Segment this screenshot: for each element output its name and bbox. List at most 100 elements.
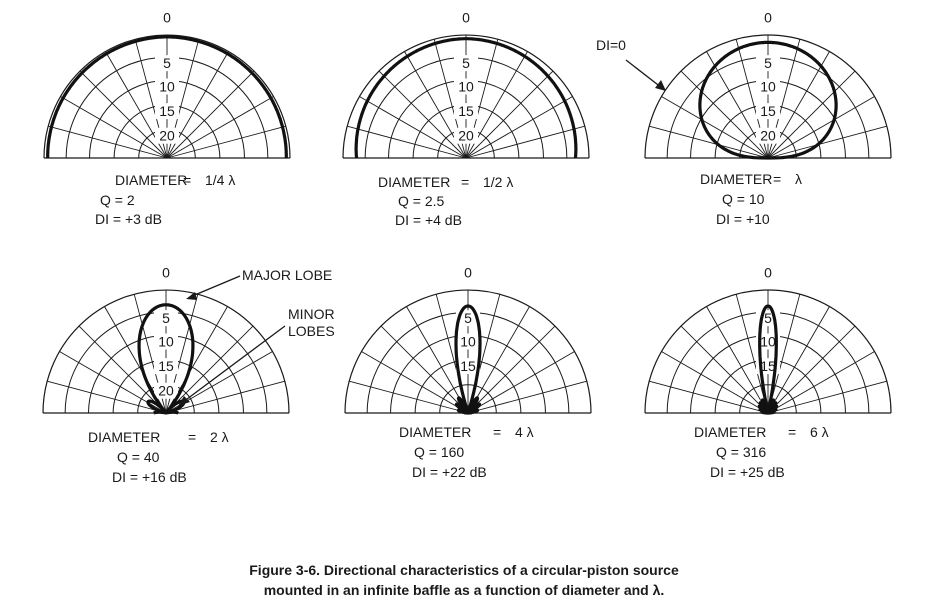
polar-spoke bbox=[79, 70, 168, 159]
polar-spoke bbox=[78, 325, 167, 414]
di-zero-annotation: DI=0 bbox=[596, 37, 666, 91]
minor-lobes-label-1: MINOR bbox=[288, 306, 335, 322]
polar-plot-half: 0 5 10 15 20 DIAMETER = 1/2 λ Q = 2.5 DI = +4 dB bbox=[342, 10, 590, 228]
q-value: Q = 316 bbox=[716, 444, 766, 460]
ring-label: 0 bbox=[162, 265, 170, 281]
ring-label-bg bbox=[456, 333, 480, 350]
ring-label-bg bbox=[155, 127, 179, 144]
polar-spoke bbox=[47, 380, 167, 414]
diameter-value: 2 λ bbox=[210, 429, 229, 445]
q-value: Q = 160 bbox=[414, 444, 464, 460]
polar-spoke bbox=[380, 325, 469, 414]
q-value: Q = 40 bbox=[117, 449, 160, 465]
ring-label: 10 bbox=[159, 79, 175, 95]
polar-plot-four: 0 5 10 15 DIAMETER = 4 λ Q = 160 DI = +22 dB bbox=[344, 265, 592, 480]
ring-label: 0 bbox=[764, 265, 772, 281]
polar-spoke bbox=[661, 351, 769, 414]
ring-label: 0 bbox=[764, 10, 772, 26]
diameter-value: λ bbox=[795, 171, 802, 187]
polar-plot-one: 0 5 10 15 20 DIAMETER = λ Q = 10 DI = +10 bbox=[644, 10, 892, 227]
di-value: DI = +3 dB bbox=[95, 211, 162, 227]
polar-spoke bbox=[767, 306, 830, 414]
polar-spoke bbox=[706, 306, 769, 414]
ring-label: 20 bbox=[760, 128, 776, 144]
major-lobe-label: MAJOR LOBE bbox=[242, 267, 332, 283]
polar-spoke bbox=[467, 306, 530, 414]
polar-spoke bbox=[166, 125, 286, 159]
polar-spoke bbox=[465, 125, 585, 159]
polar-spoke bbox=[467, 325, 556, 414]
major-lobe-annotation: MAJOR LOBE bbox=[186, 267, 332, 300]
diameter-equals: = bbox=[493, 424, 501, 440]
beam-pattern bbox=[354, 37, 578, 159]
figure-caption-line-2: mounted in an infinite baffle as a funct… bbox=[263, 582, 665, 598]
ring-label-bg bbox=[456, 358, 480, 375]
ring-label: 5 bbox=[464, 310, 472, 326]
diameter-value: 1/2 λ bbox=[483, 174, 513, 190]
polar-spoke bbox=[649, 125, 769, 159]
polar-spoke bbox=[767, 70, 856, 159]
polar-spoke bbox=[767, 351, 875, 414]
diameter-label: DIAMETER bbox=[115, 172, 187, 188]
ring-label: 5 bbox=[163, 55, 171, 71]
diameter-label: DIAMETER bbox=[700, 171, 772, 187]
polar-spoke bbox=[467, 351, 575, 414]
beam-pattern bbox=[757, 304, 779, 415]
ring-label: 0 bbox=[163, 10, 171, 26]
ring-label: 20 bbox=[458, 128, 474, 144]
polar-spoke bbox=[347, 125, 467, 159]
ring-label-bg bbox=[454, 55, 478, 72]
polar-spoke bbox=[165, 325, 254, 414]
minor-lobes-arrow bbox=[182, 325, 286, 403]
diameter-label: DIAMETER bbox=[694, 424, 766, 440]
ring-label: 10 bbox=[760, 79, 776, 95]
ring-label: 0 bbox=[462, 10, 470, 26]
figure-caption-line-1: Figure 3-6. Directional characteristics … bbox=[249, 562, 679, 578]
ring-label-bg bbox=[154, 310, 178, 327]
di-value: DI = +25 dB bbox=[710, 464, 785, 480]
diameter-value: 6 λ bbox=[810, 424, 829, 440]
minor-lobes-annotation: MINOR LOBES bbox=[178, 306, 335, 406]
polar-plot-two: 0 5 10 15 20 DIAMETER = 2 λ Q = 40 DI = +16 dB bbox=[42, 265, 290, 485]
ring-label-bg bbox=[155, 78, 179, 95]
q-value: Q = 10 bbox=[722, 191, 765, 207]
di-zero-arrow bbox=[625, 59, 663, 89]
polar-spoke bbox=[349, 380, 469, 414]
ring-label: 15 bbox=[458, 103, 474, 119]
diameter-equals: = bbox=[188, 429, 196, 445]
ring-label-bg bbox=[756, 103, 780, 120]
ring-label-bg bbox=[154, 358, 178, 375]
polar-spoke bbox=[680, 70, 769, 159]
polar-spoke bbox=[465, 70, 554, 159]
polar-spoke bbox=[465, 96, 573, 159]
ring-label-bg bbox=[454, 103, 478, 120]
polar-spoke bbox=[767, 325, 856, 414]
diameter-equals: = bbox=[773, 171, 781, 187]
minor-lobes-label-2: LOBES bbox=[288, 323, 335, 339]
ring-label-bg bbox=[454, 78, 478, 95]
di-value: DI = +22 dB bbox=[412, 464, 487, 480]
polar-plot-six: 0 5 10 15 DIAMETER = 6 λ Q = 316 DI = +25 dB bbox=[644, 265, 892, 480]
diameter-equals: = bbox=[788, 424, 796, 440]
diameter-label: DIAMETER bbox=[399, 424, 471, 440]
ring-label: 20 bbox=[159, 128, 175, 144]
polar-spoke bbox=[767, 380, 887, 414]
polar-spoke bbox=[359, 96, 467, 159]
ring-label: 15 bbox=[159, 103, 175, 119]
polar-spoke bbox=[378, 70, 467, 159]
major-lobe-arrow bbox=[189, 275, 241, 298]
ring-label-bg bbox=[154, 382, 178, 399]
ring-label-bg bbox=[155, 103, 179, 120]
polar-spoke bbox=[166, 70, 255, 159]
ring-label: 5 bbox=[462, 55, 470, 71]
diameter-label: DIAMETER bbox=[378, 174, 450, 190]
ring-label-bg bbox=[454, 127, 478, 144]
polar-spoke bbox=[661, 96, 769, 159]
diameter-value: 4 λ bbox=[515, 424, 534, 440]
beam-pattern bbox=[454, 304, 482, 415]
ring-label: 0 bbox=[464, 265, 472, 281]
di-value: DI = +10 bbox=[716, 211, 770, 227]
ring-label-bg bbox=[756, 127, 780, 144]
ring-label: 20 bbox=[158, 383, 174, 399]
